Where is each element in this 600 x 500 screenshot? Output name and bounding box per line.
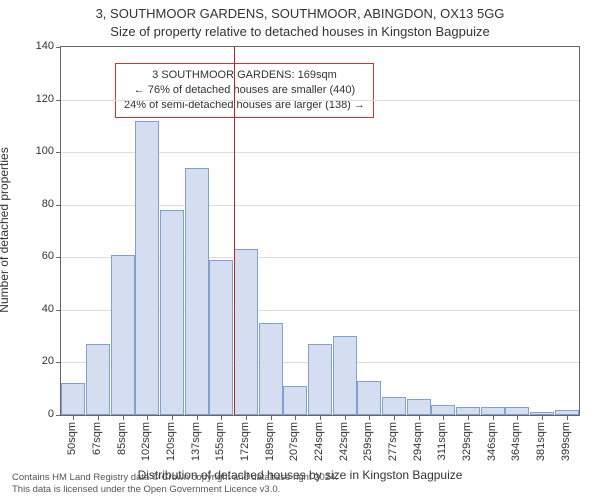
x-tick-label: 120sqm (165, 422, 177, 461)
x-tick-label: 364sqm (510, 422, 522, 461)
histogram-bar (111, 255, 135, 415)
x-tick-mark (295, 416, 296, 420)
x-tick-label: 277sqm (387, 422, 399, 461)
x-tick-label: 259sqm (362, 422, 374, 461)
footer-line-2: This data is licensed under the Open Gov… (12, 484, 338, 496)
y-tick-mark (56, 152, 60, 153)
x-tick-mark (369, 416, 370, 420)
footer-attribution: Contains HM Land Registry data © Crown c… (12, 472, 338, 496)
y-tick-mark (56, 47, 60, 48)
histogram-bar (209, 260, 233, 415)
y-tick-mark (56, 257, 60, 258)
x-tick-label: 381sqm (535, 422, 547, 461)
histogram-bar (135, 121, 159, 415)
histogram-bar (505, 407, 529, 415)
histogram-bar (431, 405, 455, 416)
histogram-bar (382, 397, 406, 415)
x-tick-mark (123, 416, 124, 420)
chart-subtitle: Size of property relative to detached ho… (0, 24, 600, 39)
histogram-bar (234, 249, 258, 415)
x-tick-mark (419, 416, 420, 420)
y-tick-mark (56, 310, 60, 311)
x-tick-label: 294sqm (412, 422, 424, 461)
x-tick-mark (517, 416, 518, 420)
x-tick-mark (567, 416, 568, 420)
y-tick-label: 120 (24, 93, 54, 105)
x-tick-mark (98, 416, 99, 420)
x-tick-label: 85sqm (116, 422, 128, 455)
x-tick-mark (394, 416, 395, 420)
x-tick-label: 50sqm (66, 422, 78, 455)
footer-line-1: Contains HM Land Registry data © Crown c… (12, 472, 338, 484)
y-axis-label: Number of detached properties (0, 147, 11, 312)
x-tick-label: 311sqm (436, 422, 448, 460)
x-tick-label: 67sqm (91, 422, 103, 455)
x-tick-mark (493, 416, 494, 420)
x-tick-mark (443, 416, 444, 420)
x-tick-mark (147, 416, 148, 420)
x-tick-mark (73, 416, 74, 420)
histogram-bar (530, 412, 554, 415)
y-tick-mark (56, 205, 60, 206)
x-tick-label: 155sqm (214, 422, 226, 461)
x-tick-label: 172sqm (239, 422, 251, 461)
reference-line (234, 47, 235, 415)
x-tick-mark (468, 416, 469, 420)
y-tick-label: 80 (24, 198, 54, 210)
x-tick-label: 224sqm (313, 422, 325, 461)
y-tick-label: 60 (24, 250, 54, 262)
annotation-line: 3 SOUTHMOOR GARDENS: 169sqm (124, 68, 365, 83)
histogram-bar (481, 407, 505, 415)
histogram-bar (283, 386, 307, 415)
x-tick-mark (246, 416, 247, 420)
y-tick-label: 40 (24, 303, 54, 315)
histogram-bar (61, 383, 85, 415)
y-gridline (61, 100, 579, 101)
y-tick-label: 140 (24, 40, 54, 52)
chart-title: 3, SOUTHMOOR GARDENS, SOUTHMOOR, ABINGDO… (0, 6, 600, 21)
histogram-bar (456, 407, 480, 415)
chart-container: 3, SOUTHMOOR GARDENS, SOUTHMOOR, ABINGDO… (0, 0, 600, 500)
annotation-line: ← 76% of detached houses are smaller (44… (124, 83, 365, 98)
y-tick-label: 100 (24, 145, 54, 157)
x-tick-label: 137sqm (190, 422, 202, 461)
x-tick-label: 329sqm (461, 422, 473, 461)
histogram-bar (407, 399, 431, 415)
y-tick-mark (56, 100, 60, 101)
x-tick-mark (542, 416, 543, 420)
histogram-bar (185, 168, 209, 415)
histogram-bar (308, 344, 332, 415)
x-tick-label: 102sqm (140, 422, 152, 461)
x-tick-label: 207sqm (288, 422, 300, 461)
x-tick-label: 399sqm (560, 422, 572, 461)
x-tick-mark (172, 416, 173, 420)
x-tick-label: 346sqm (486, 422, 498, 461)
histogram-bar (333, 336, 357, 415)
x-tick-mark (197, 416, 198, 420)
x-tick-label: 189sqm (264, 422, 276, 461)
plot-area: 3 SOUTHMOOR GARDENS: 169sqm← 76% of deta… (60, 46, 580, 416)
histogram-bar (86, 344, 110, 415)
x-tick-label: 242sqm (338, 422, 350, 461)
histogram-bar (555, 410, 579, 415)
x-tick-mark (221, 416, 222, 420)
y-tick-mark (56, 415, 60, 416)
histogram-bar (357, 381, 381, 415)
x-tick-mark (320, 416, 321, 420)
annotation-box: 3 SOUTHMOOR GARDENS: 169sqm← 76% of deta… (115, 63, 374, 118)
y-tick-label: 20 (24, 355, 54, 367)
histogram-bar (259, 323, 283, 415)
x-tick-mark (271, 416, 272, 420)
x-tick-mark (345, 416, 346, 420)
y-tick-label: 0 (24, 408, 54, 420)
y-tick-mark (56, 362, 60, 363)
histogram-bar (160, 210, 184, 415)
